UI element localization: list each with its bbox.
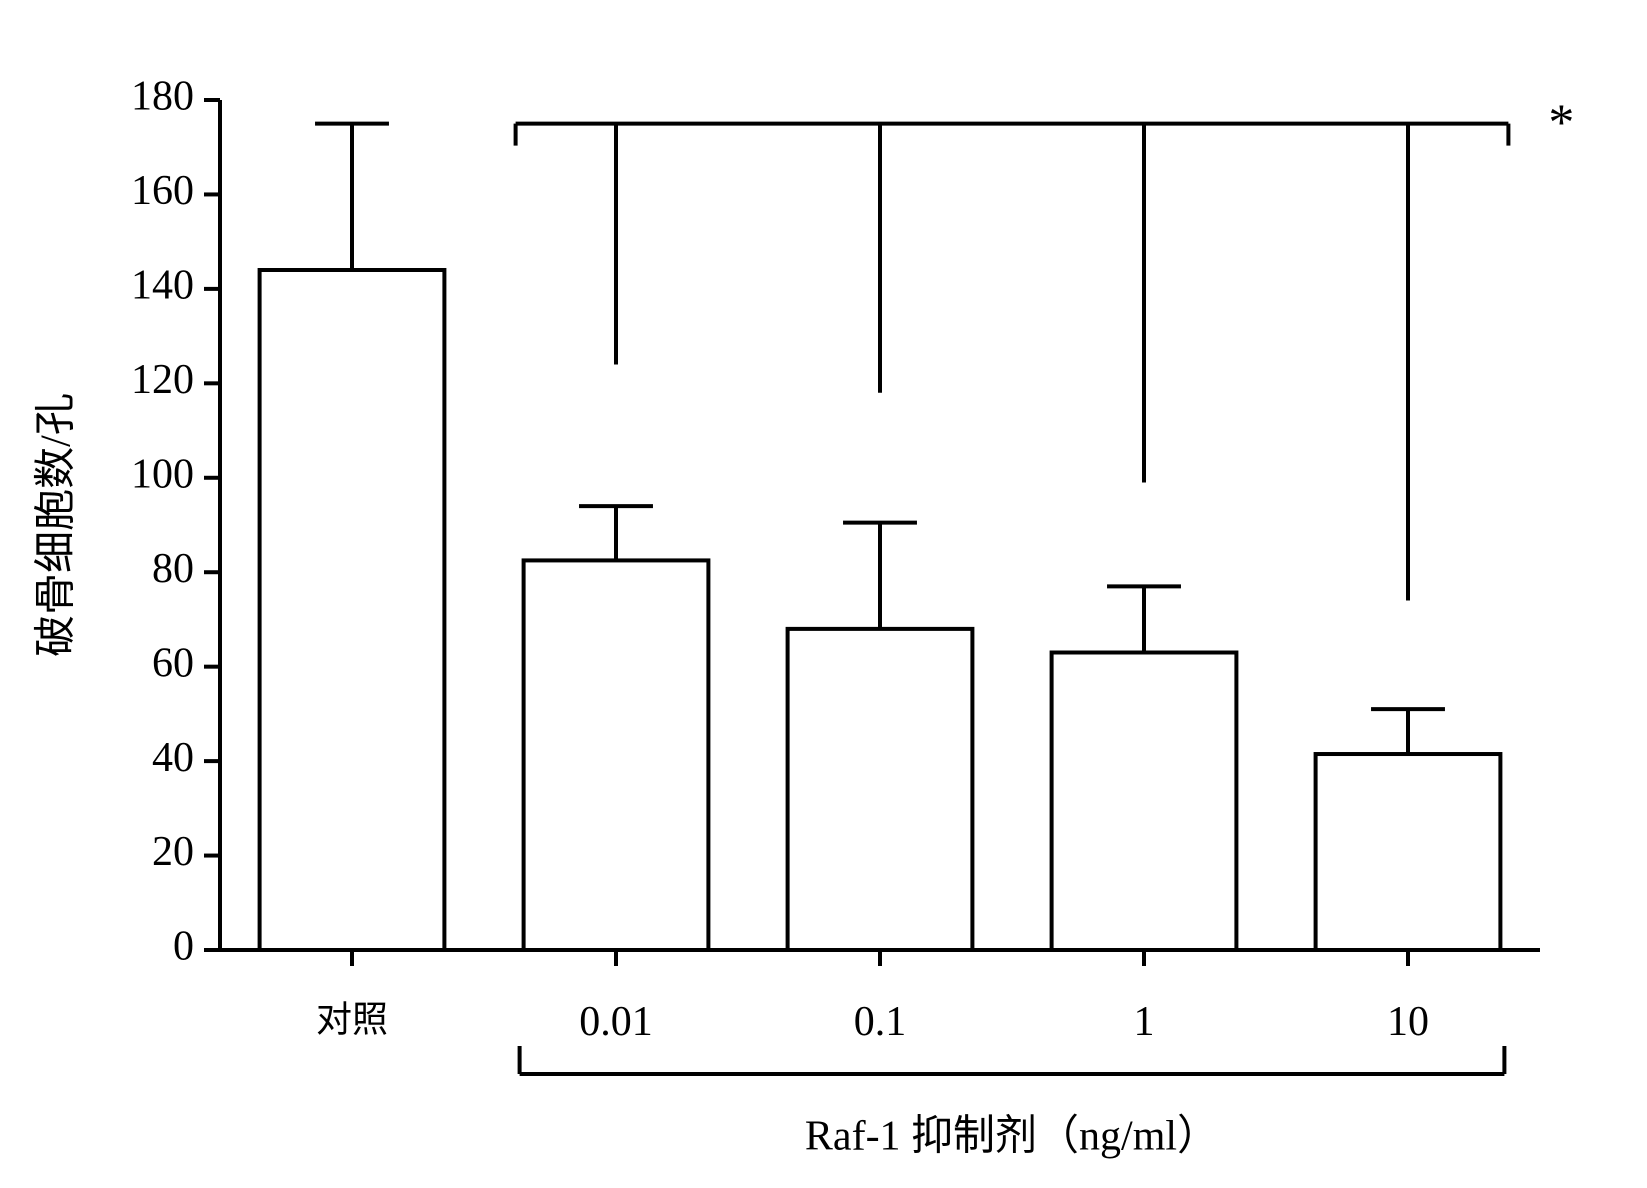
bar — [1316, 754, 1501, 950]
bar — [788, 629, 973, 950]
y-tick-label: 60 — [152, 640, 194, 686]
y-tick-label: 160 — [131, 168, 194, 214]
category-label: 对照 — [316, 1000, 388, 1040]
group-bracket-label: Raf-1 抑制剂（ng/ml） — [805, 1114, 1219, 1160]
y-tick-label: 120 — [131, 357, 194, 403]
sig-star: * — [1548, 95, 1574, 152]
category-label: 0.01 — [579, 999, 653, 1045]
osteoclast-bar-chart: 0 20 40 60 80 100 120 140 160 180 破骨细胞数/孔对照 0.01 0.1… — [0, 0, 1647, 1188]
category-label: 0.1 — [854, 999, 907, 1045]
bar — [260, 270, 445, 950]
y-tick-label: 140 — [131, 263, 194, 309]
bar — [1052, 653, 1237, 951]
y-tick-label: 100 — [131, 451, 194, 497]
category-label: 1 — [1134, 999, 1155, 1045]
y-tick-label: 40 — [152, 735, 194, 781]
y-tick-label: 20 — [152, 829, 194, 875]
category-label: 10 — [1387, 999, 1429, 1045]
y-tick-label: 180 — [131, 74, 194, 120]
bar — [524, 560, 709, 950]
y-axis-label: 破骨细胞数/孔 — [34, 393, 80, 657]
y-tick-label: 0 — [173, 924, 194, 970]
y-tick-label: 80 — [152, 546, 194, 592]
